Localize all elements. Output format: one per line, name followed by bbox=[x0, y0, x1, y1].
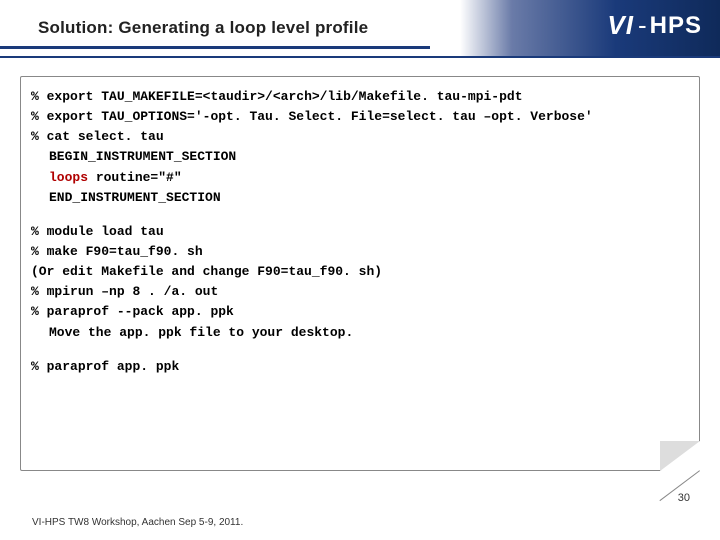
prompt-percent: % bbox=[31, 304, 39, 319]
code-line: % paraprof --pack app. ppk bbox=[31, 302, 689, 322]
code-line: % paraprof app. ppk bbox=[31, 357, 689, 377]
code-text: export TAU_MAKEFILE=<taudir>/<arch>/lib/… bbox=[47, 89, 523, 104]
code-line: % cat select. tau bbox=[31, 127, 689, 147]
code-line: % make F90=tau_f90. sh bbox=[31, 242, 689, 262]
code-text: paraprof --pack app. ppk bbox=[47, 304, 234, 319]
code-block: % paraprof app. ppk bbox=[31, 357, 689, 377]
code-line: END_INSTRUMENT_SECTION bbox=[31, 188, 689, 208]
code-text: make F90=tau_f90. sh bbox=[47, 244, 203, 259]
slide-header: Solution: Generating a loop level profil… bbox=[0, 0, 720, 58]
code-line: BEGIN_INSTRUMENT_SECTION bbox=[31, 147, 689, 167]
logo-dash: - bbox=[638, 10, 648, 41]
vihps-logo: VI - HPS bbox=[607, 10, 702, 41]
loops-keyword: loops bbox=[49, 170, 88, 185]
code-line: (Or edit Makefile and change F90=tau_f90… bbox=[31, 262, 689, 282]
prompt-percent: % bbox=[31, 284, 39, 299]
footer-text: VI-HPS TW8 Workshop, Aachen Sep 5-9, 201… bbox=[32, 517, 243, 528]
page-fold-icon bbox=[660, 441, 700, 471]
logo-hps: HPS bbox=[650, 12, 702, 40]
code-text: cat select. tau bbox=[47, 129, 164, 144]
code-text: mpirun –np 8 . /a. out bbox=[47, 284, 219, 299]
code-block: % module load tau % make F90=tau_f90. sh… bbox=[31, 222, 689, 343]
slide-title: Solution: Generating a loop level profil… bbox=[38, 18, 368, 38]
prompt-percent: % bbox=[31, 109, 39, 124]
code-text: export TAU_OPTIONS='-opt. Tau. Select. F… bbox=[47, 109, 593, 124]
code-box: % export TAU_MAKEFILE=<taudir>/<arch>/li… bbox=[20, 76, 700, 471]
prompt-percent: % bbox=[31, 244, 39, 259]
code-line: loops routine="#" bbox=[31, 168, 689, 188]
page-number: 30 bbox=[678, 492, 690, 504]
code-line: % mpirun –np 8 . /a. out bbox=[31, 282, 689, 302]
title-underline bbox=[0, 46, 430, 49]
code-line: % module load tau bbox=[31, 222, 689, 242]
prompt-percent: % bbox=[31, 129, 39, 144]
code-line: % export TAU_OPTIONS='-opt. Tau. Select.… bbox=[31, 107, 689, 127]
code-text: module load tau bbox=[47, 224, 164, 239]
code-line: % export TAU_MAKEFILE=<taudir>/<arch>/li… bbox=[31, 87, 689, 107]
prompt-percent: % bbox=[31, 359, 39, 374]
code-text: paraprof app. ppk bbox=[47, 359, 180, 374]
code-line: Move the app. ppk file to your desktop. bbox=[31, 323, 689, 343]
prompt-percent: % bbox=[31, 89, 39, 104]
prompt-percent: % bbox=[31, 224, 39, 239]
logo-vi: VI bbox=[607, 10, 634, 41]
code-text: routine="#" bbox=[88, 170, 182, 185]
